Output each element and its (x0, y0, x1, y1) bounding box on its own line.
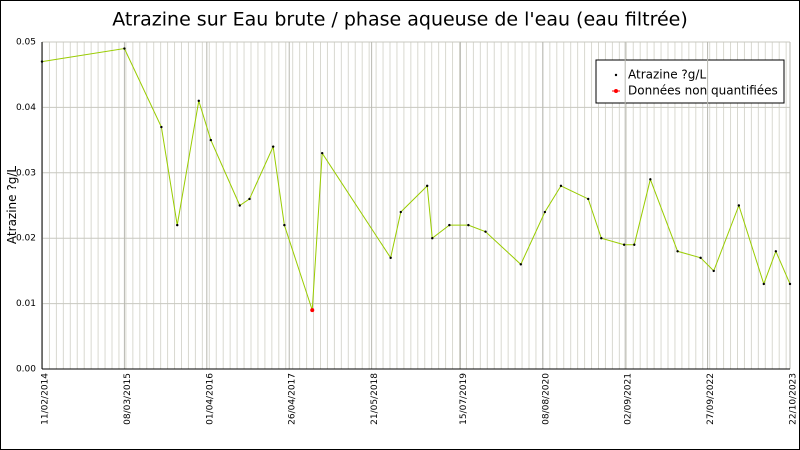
data-point (622, 243, 626, 246)
x-tick-label: 01/04/2016 (205, 373, 215, 425)
data-point (197, 99, 200, 103)
data-point (543, 210, 547, 214)
y-tick-label: 0.02 (16, 234, 36, 244)
data-point (712, 269, 715, 273)
y-tick-label: 0.03 (16, 168, 36, 178)
data-point (448, 223, 451, 227)
legend-label: Atrazine ?g/L (628, 68, 706, 82)
data-point (559, 184, 563, 188)
data-point (209, 138, 213, 142)
x-tick-label: 21/05/2018 (370, 373, 380, 425)
data-point (40, 60, 44, 63)
data-point (649, 178, 652, 181)
legend-box (595, 59, 785, 104)
y-tick-label: 0.04 (16, 103, 36, 113)
x-tick-label: 27/09/2022 (706, 373, 716, 425)
x-tick-label: 11/02/2014 (41, 373, 51, 425)
data-point (176, 223, 179, 227)
data-point (774, 250, 778, 253)
data-point (676, 250, 679, 253)
legend-label: Données non quantifiées (628, 84, 778, 98)
y-tick-label: 0.00 (16, 365, 36, 375)
data-point (160, 125, 163, 129)
y-tick-label: 0.01 (16, 299, 36, 309)
data-point (633, 243, 636, 246)
data-point (123, 47, 126, 50)
legend: Atrazine ?g/L Données non quantifiées (595, 59, 785, 104)
data-point (699, 256, 702, 260)
data-point (399, 210, 402, 214)
y-tick-label: 0.05 (16, 38, 36, 48)
series-line (41, 47, 791, 311)
data-point (248, 197, 251, 201)
data-point (519, 263, 523, 266)
y-axis-label: Atrazine ?g/L (5, 166, 19, 244)
x-tick-label: 08/08/2020 (541, 373, 551, 425)
data-point (389, 256, 392, 260)
data-point (320, 151, 324, 155)
data-point (238, 204, 241, 207)
data-point (283, 223, 286, 227)
data-point (310, 308, 315, 313)
x-tick-label: 02/09/2021 (624, 373, 634, 425)
data-point (484, 230, 487, 233)
data-point (587, 197, 590, 201)
data-point (271, 145, 275, 148)
legend-marker (614, 73, 618, 77)
x-tick-label: 26/04/2017 (288, 373, 298, 425)
data-point (788, 282, 792, 286)
data-point (762, 282, 765, 286)
data-point (467, 223, 470, 227)
x-tick-label: 22/10/2023 (789, 373, 799, 425)
chart-title: Atrazine sur Eau brute / phase aqueuse d… (112, 9, 688, 31)
data-point (737, 204, 741, 207)
x-tick-label: 08/03/2015 (123, 373, 133, 425)
data-point (425, 184, 429, 188)
x-tick-label: 15/07/2019 (459, 373, 469, 425)
data-point (431, 237, 434, 240)
data-point (600, 237, 603, 240)
